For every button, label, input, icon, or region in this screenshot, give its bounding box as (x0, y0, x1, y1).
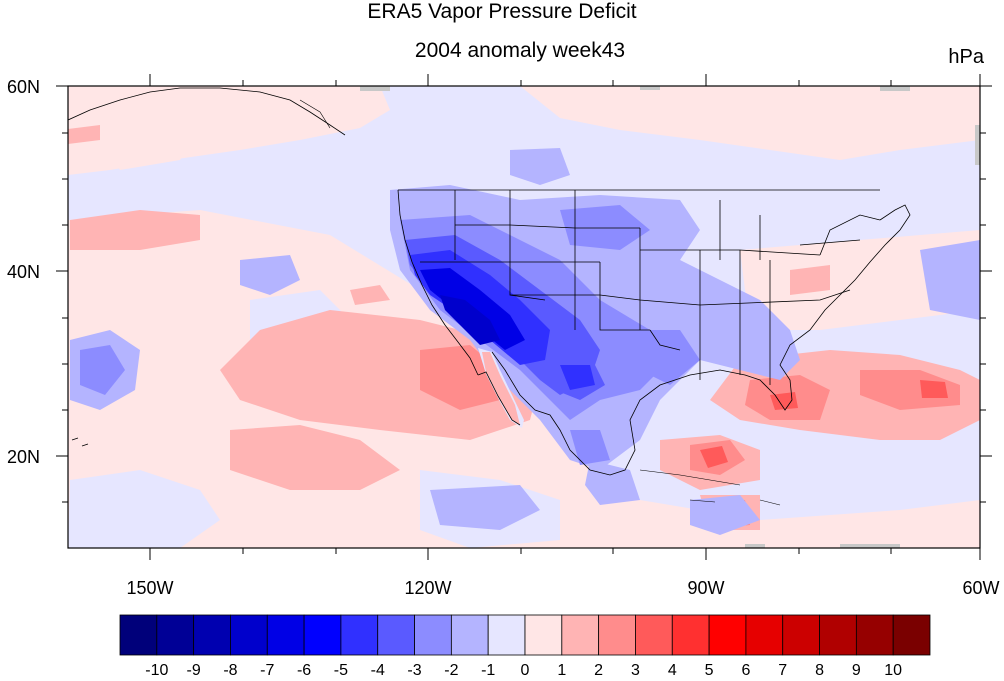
colorbar-label: -10 (145, 662, 168, 679)
colorbar-label: 8 (815, 662, 824, 679)
colorbar-swatch (119, 614, 158, 656)
colorbar-swatch (450, 614, 489, 656)
colorbar-label: 10 (884, 662, 902, 679)
lon-tick-label: 120W (404, 578, 451, 598)
colorbar-swatch (782, 614, 820, 656)
colorbar-swatch (745, 614, 784, 656)
colorbar-label: 5 (705, 662, 714, 679)
lat-tick-label: 40N (7, 262, 40, 282)
lat-tick-label: 20N (7, 447, 40, 467)
colorbar-swatch (414, 614, 452, 656)
colorbar-swatch (892, 614, 931, 656)
colorbar-label: -2 (444, 662, 458, 679)
colorbar-label: 9 (852, 662, 861, 679)
colorbar-label: -8 (223, 662, 237, 679)
colorbar-swatch (340, 614, 379, 656)
colorbar-swatch (524, 614, 563, 656)
colorbar-swatch (708, 614, 747, 656)
map-title: ERA5 Vapor Pressure Deficit (367, 0, 637, 23)
colorbar-swatch (193, 614, 231, 656)
coastlines (68, 87, 911, 476)
colorbar-labels: -10 -9 -8 -7 -6 -5 -4 -3 -2 -1 0 1 2 3 4 5 6 7 8 9 10 (145, 662, 902, 679)
lon-tick-label: 150W (126, 578, 173, 598)
units-label: hPa (948, 46, 984, 68)
colorbar-swatch (156, 614, 195, 656)
map-frame (67, 85, 981, 549)
colorbar-label: -4 (371, 662, 385, 679)
map-subtitle: 2004 anomaly week43 (414, 39, 626, 62)
colorbar-swatch (671, 614, 710, 656)
colorbar-swatch (855, 614, 894, 656)
colorbar-swatch (635, 614, 673, 656)
colorbar-label: 1 (557, 662, 566, 679)
colorbar-label: -6 (297, 662, 311, 679)
islands (299, 99, 781, 506)
colorbar-swatch (266, 614, 305, 656)
colorbar-swatch (377, 614, 415, 656)
colorbar-label: -3 (407, 662, 421, 679)
colorbar-label: -5 (334, 662, 348, 679)
colorbar-label: 0 (521, 662, 530, 679)
colorbar-label: 6 (741, 662, 750, 679)
colorbar (119, 614, 931, 656)
colorbar-swatch (487, 614, 526, 656)
missing-data (360, 86, 980, 548)
lat-tick-label: 60N (7, 77, 40, 97)
colorbar-label: -7 (260, 662, 274, 679)
colorbar-label: -1 (481, 662, 495, 679)
colorbar-label: 3 (631, 662, 640, 679)
colorbar-label: 7 (778, 662, 787, 679)
colorbar-swatch (230, 614, 268, 656)
colorbar-label: -9 (187, 662, 201, 679)
baja-interior (482, 352, 520, 425)
colorbar-swatch (561, 614, 600, 656)
lon-tick-label: 60W (962, 578, 999, 598)
colorbar-swatch (598, 614, 636, 656)
colorbar-label: 2 (594, 662, 603, 679)
axis-ticks (56, 74, 992, 560)
colorbar-swatch (819, 614, 857, 656)
blue-anomaly-6 (440, 295, 500, 345)
anomaly-field (68, 86, 980, 548)
colorbar-swatch (303, 614, 342, 656)
lon-tick-label: 90W (687, 578, 724, 598)
colorbar-label: 4 (668, 662, 677, 679)
